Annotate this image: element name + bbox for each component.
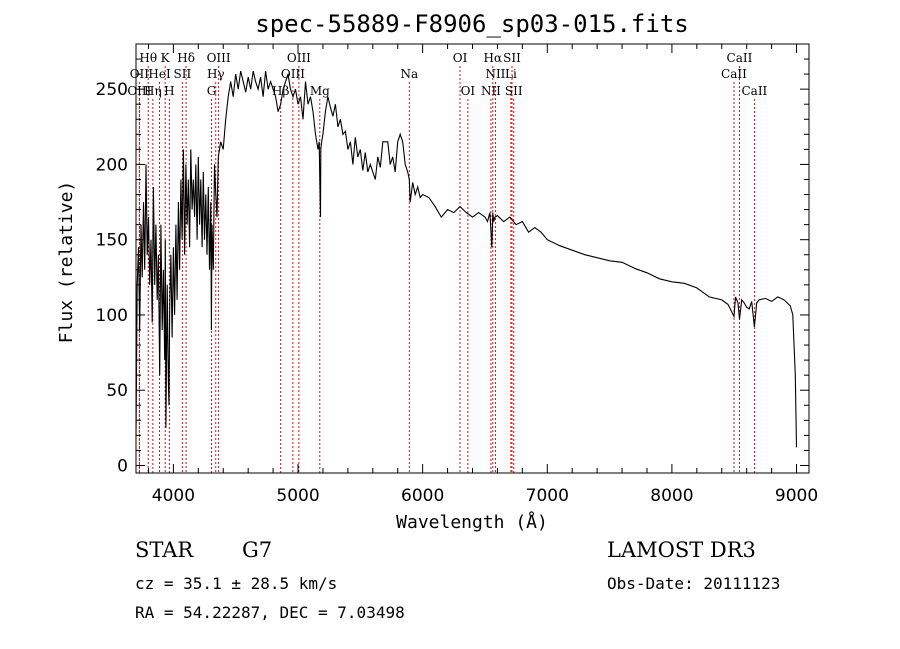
line-label-6: Hα: [484, 51, 503, 65]
line-label-11: SII: [174, 67, 192, 81]
y-tick-label: 100: [96, 306, 128, 326]
plot-frame: [135, 43, 810, 474]
line-label-10: HeI: [148, 67, 171, 81]
y-axis-label: Flux (relative): [56, 181, 77, 344]
line-label-1: K: [161, 51, 171, 65]
line-label-3: OIII: [207, 51, 231, 65]
redshift-velocity: cz = 35.1 ± 28.5 km/s: [135, 574, 338, 593]
line-label-4: OIII: [287, 51, 311, 65]
axis-ticks: 4000 5000 6000 7000 8000 9000 0 50 100 150 200 250: [96, 44, 818, 506]
y-tick-label: 150: [96, 231, 128, 251]
y-tick-label: 50: [106, 381, 128, 401]
line-label-7: SII: [503, 51, 521, 65]
x-tick-label: 7000: [526, 486, 569, 506]
line-label-18: OIII: [127, 84, 151, 98]
line-label-14: Na: [400, 67, 418, 81]
x-tick-label: 6000: [401, 486, 444, 506]
line-label-23: Mg: [310, 84, 330, 98]
spectrum-line: [135, 70, 798, 448]
line-label-19: Hη: [144, 84, 162, 98]
line-label-15: NII: [485, 67, 505, 81]
coordinates: RA = 54.22287, DEC = 7.03498: [135, 603, 405, 622]
line-label-26: SII: [505, 84, 523, 98]
chart-title: spec-55889-F8906_sp03-015.fits: [255, 10, 688, 38]
line-label-24: OI: [461, 84, 476, 98]
line-label-13: OIII: [281, 67, 305, 81]
x-axis-label: Wavelength (Å): [396, 511, 548, 533]
line-label-5: OI: [453, 51, 468, 65]
line-label-17: CaII: [721, 67, 747, 81]
x-tick-label: 9000: [775, 486, 818, 506]
x-tick-label: 5000: [276, 486, 319, 506]
object-subclass: G7: [242, 538, 273, 562]
line-label-20: H: [164, 84, 174, 98]
line-label-21: G: [207, 84, 217, 98]
line-label-16: Li: [505, 67, 517, 81]
line-label-2: Hδ: [177, 51, 195, 65]
x-tick-label: 8000: [650, 486, 693, 506]
line-label-0: Hθ: [139, 51, 157, 65]
line-label-25: NII: [481, 84, 501, 98]
y-tick-label: 250: [96, 80, 128, 100]
observation-date: Obs-Date: 20111123: [607, 574, 781, 593]
survey-name: LAMOST DR3: [607, 538, 756, 562]
line-label-12: Hγ: [207, 67, 225, 81]
x-tick-label: 4000: [152, 486, 195, 506]
y-tick-label: 0: [117, 456, 128, 476]
line-label-8: CaII: [727, 51, 753, 65]
line-label-22: Hβ: [272, 84, 289, 98]
y-tick-label: 200: [96, 155, 128, 175]
line-label-27: CaII: [741, 84, 767, 98]
object-class: STAR: [135, 538, 194, 562]
